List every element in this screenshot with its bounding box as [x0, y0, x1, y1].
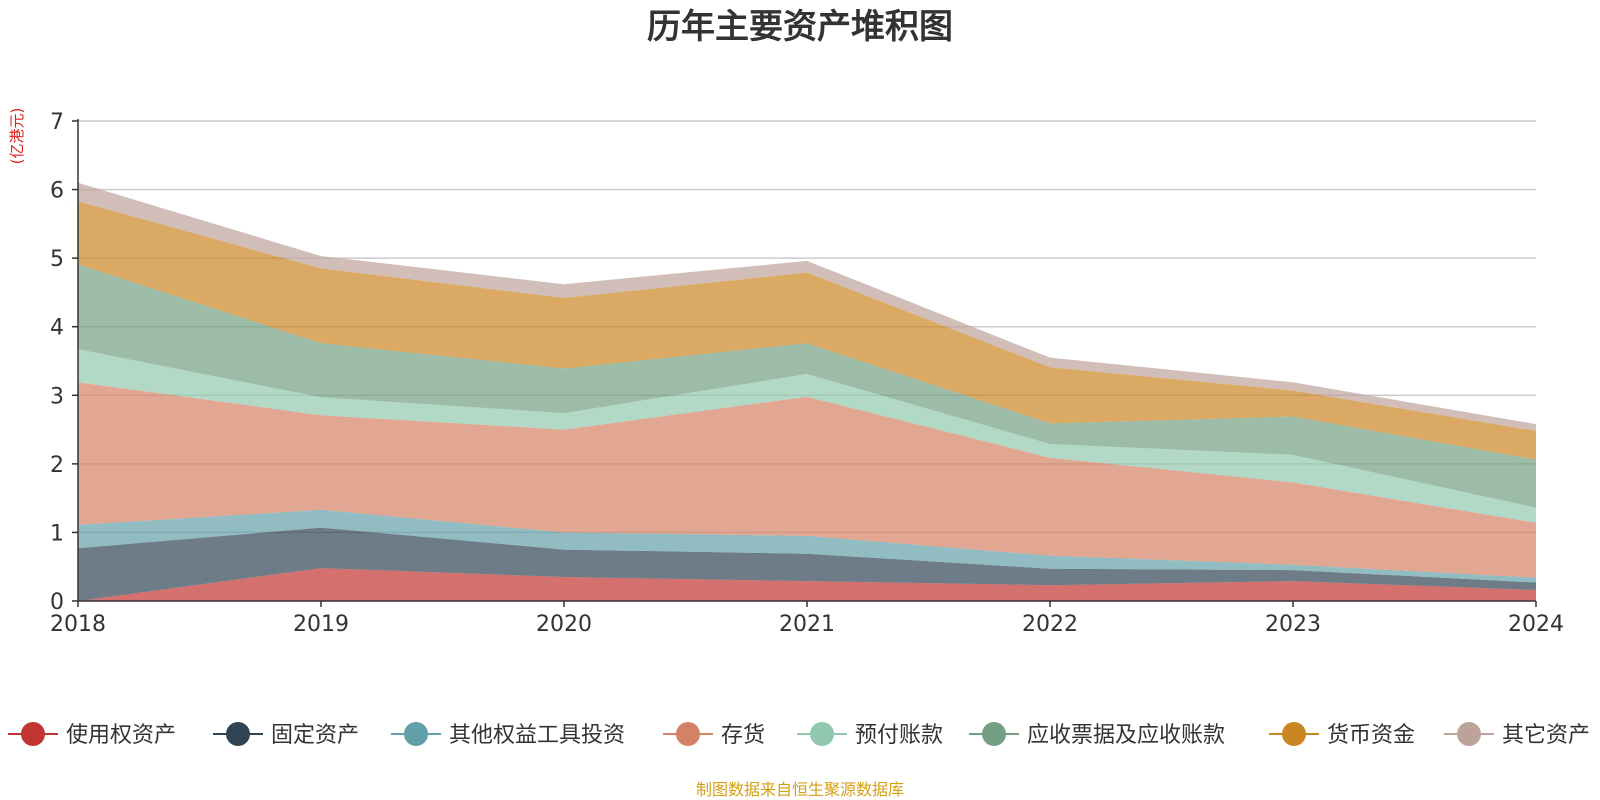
legend-marker: [226, 722, 250, 746]
legend-marker: [810, 722, 834, 746]
y-tick-label: 6: [50, 179, 64, 204]
area-series-4: [78, 382, 1536, 578]
y-axis-unit-label: (亿港元): [8, 108, 26, 165]
area-series-2: [78, 527, 1536, 601]
area-series-6: [78, 264, 1536, 508]
y-tick-label: 3: [50, 384, 64, 409]
legend-item-8[interactable]: 其它资产: [1444, 722, 1590, 748]
legend-item-3[interactable]: 其他权益工具投资: [391, 722, 625, 748]
area-series-layer: [78, 182, 1536, 601]
legend-label: 应收票据及应收账款: [1027, 723, 1225, 748]
y-tick-label: 1: [50, 521, 64, 546]
legend-item-5[interactable]: 预付账款: [797, 722, 943, 748]
legend-item-1[interactable]: 使用权资产: [8, 722, 176, 748]
area-series-5: [78, 349, 1536, 523]
legend-item-4[interactable]: 存货: [663, 722, 765, 748]
legend-label: 使用权资产: [66, 723, 176, 748]
legend-label: 其他权益工具投资: [449, 723, 625, 748]
y-tick-label: 2: [50, 453, 64, 478]
axes: 0 1 2 3 4 5 6 7 2018 2019 2020 2021 2022 2023 2024: [50, 110, 1564, 637]
area-series-7: [78, 201, 1536, 460]
y-tick-label: 7: [50, 110, 64, 135]
legend-item-6[interactable]: 应收票据及应收账款: [969, 722, 1225, 748]
legend-label: 其它资产: [1502, 723, 1590, 748]
legend[interactable]: 使用权资产 固定资产 其他权益工具投资 存货 预付账款 应收票据及应收账款 货币资金 其它资产: [8, 722, 1590, 748]
x-tick-label: 2023: [1265, 612, 1321, 637]
legend-item-7[interactable]: 货币资金: [1269, 722, 1415, 748]
y-tick-label: 5: [50, 247, 64, 272]
area-series-3: [78, 509, 1536, 583]
x-tick-label: 2020: [536, 612, 592, 637]
x-tick-label: 2021: [779, 612, 835, 637]
legend-marker: [404, 722, 428, 746]
x-tick-label: 2024: [1508, 612, 1564, 637]
data-source-note: 制图数据来自恒生聚源数据库: [696, 780, 904, 799]
legend-marker: [21, 722, 45, 746]
x-tick-label: 2019: [293, 612, 349, 637]
legend-item-2[interactable]: 固定资产: [213, 722, 359, 748]
area-series-1: [78, 568, 1536, 601]
legend-label: 货币资金: [1327, 723, 1415, 748]
legend-label: 存货: [721, 723, 765, 748]
legend-marker: [676, 722, 700, 746]
legend-marker: [1282, 722, 1306, 746]
y-tick-label: 4: [50, 316, 64, 341]
x-tick-label: 2018: [50, 612, 106, 637]
legend-marker: [1457, 722, 1481, 746]
legend-label: 预付账款: [855, 723, 943, 748]
x-tick-label: 2022: [1022, 612, 1078, 637]
chart-title: 历年主要资产堆积图: [647, 7, 953, 47]
area-series-8: [78, 182, 1536, 431]
legend-marker: [982, 722, 1006, 746]
y-tick-label: 0: [50, 590, 64, 615]
legend-label: 固定资产: [271, 723, 359, 748]
